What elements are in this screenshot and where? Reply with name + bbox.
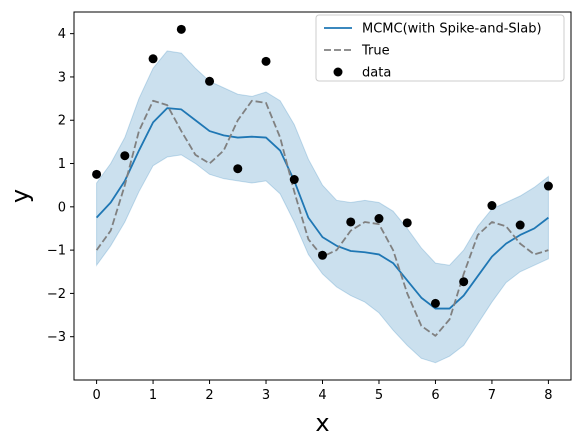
legend: MCMC(with Spike-and-Slab) True data [315, 14, 565, 82]
data-point [459, 277, 469, 287]
y-tick-label: −3 [47, 330, 66, 345]
data-point [233, 164, 243, 174]
confidence-band-layer [96, 50, 549, 364]
y-tick-label: 2 [58, 114, 66, 129]
data-point [318, 250, 327, 260]
legend-swatch-2 [333, 67, 343, 77]
y-tick-label: 4 [58, 27, 66, 42]
x-tick-label: 6 [431, 388, 439, 403]
x-tick-label: 4 [318, 388, 326, 403]
y-tick-label: −2 [47, 287, 66, 302]
data-point [120, 151, 130, 161]
y-axis-ticks: −3 −2 −1 0 1 2 3 4 [47, 27, 74, 345]
data-point [205, 76, 215, 86]
data-point [402, 218, 412, 228]
x-axis-ticks: 0 1 2 3 4 5 6 7 8 [92, 380, 553, 403]
y-tick-label: 3 [58, 70, 66, 85]
data-point [261, 56, 271, 66]
data-point [543, 181, 553, 191]
legend-label-1: True [361, 44, 390, 59]
y-tick-label: 1 [58, 157, 66, 172]
legend-label-0: MCMC(with Spike-and-Slab) [362, 22, 542, 37]
legend-box [315, 14, 565, 82]
data-point [92, 169, 102, 179]
data-point [515, 220, 525, 230]
x-tick-label: 2 [205, 388, 213, 403]
y-axis-label: y [6, 189, 34, 203]
data-point [289, 175, 299, 185]
data-point [374, 214, 384, 224]
x-tick-label: 8 [544, 388, 552, 403]
x-tick-label: 7 [488, 388, 496, 403]
x-tick-label: 5 [375, 388, 383, 403]
y-tick-label: −1 [47, 244, 66, 259]
confidence-band [96, 50, 549, 364]
data-point [346, 217, 356, 227]
x-tick-label: 3 [262, 388, 270, 403]
x-tick-label: 1 [149, 388, 157, 403]
y-tick-label: 0 [58, 200, 66, 215]
data-points-layer [92, 24, 553, 308]
x-axis-label: x [315, 409, 329, 437]
x-tick-label: 0 [92, 388, 100, 403]
legend-label-2: data [362, 66, 391, 81]
series-line-0 [95, 107, 549, 310]
data-point [148, 54, 158, 64]
data-point [430, 298, 440, 308]
data-point [487, 201, 497, 211]
data-point [176, 24, 186, 34]
